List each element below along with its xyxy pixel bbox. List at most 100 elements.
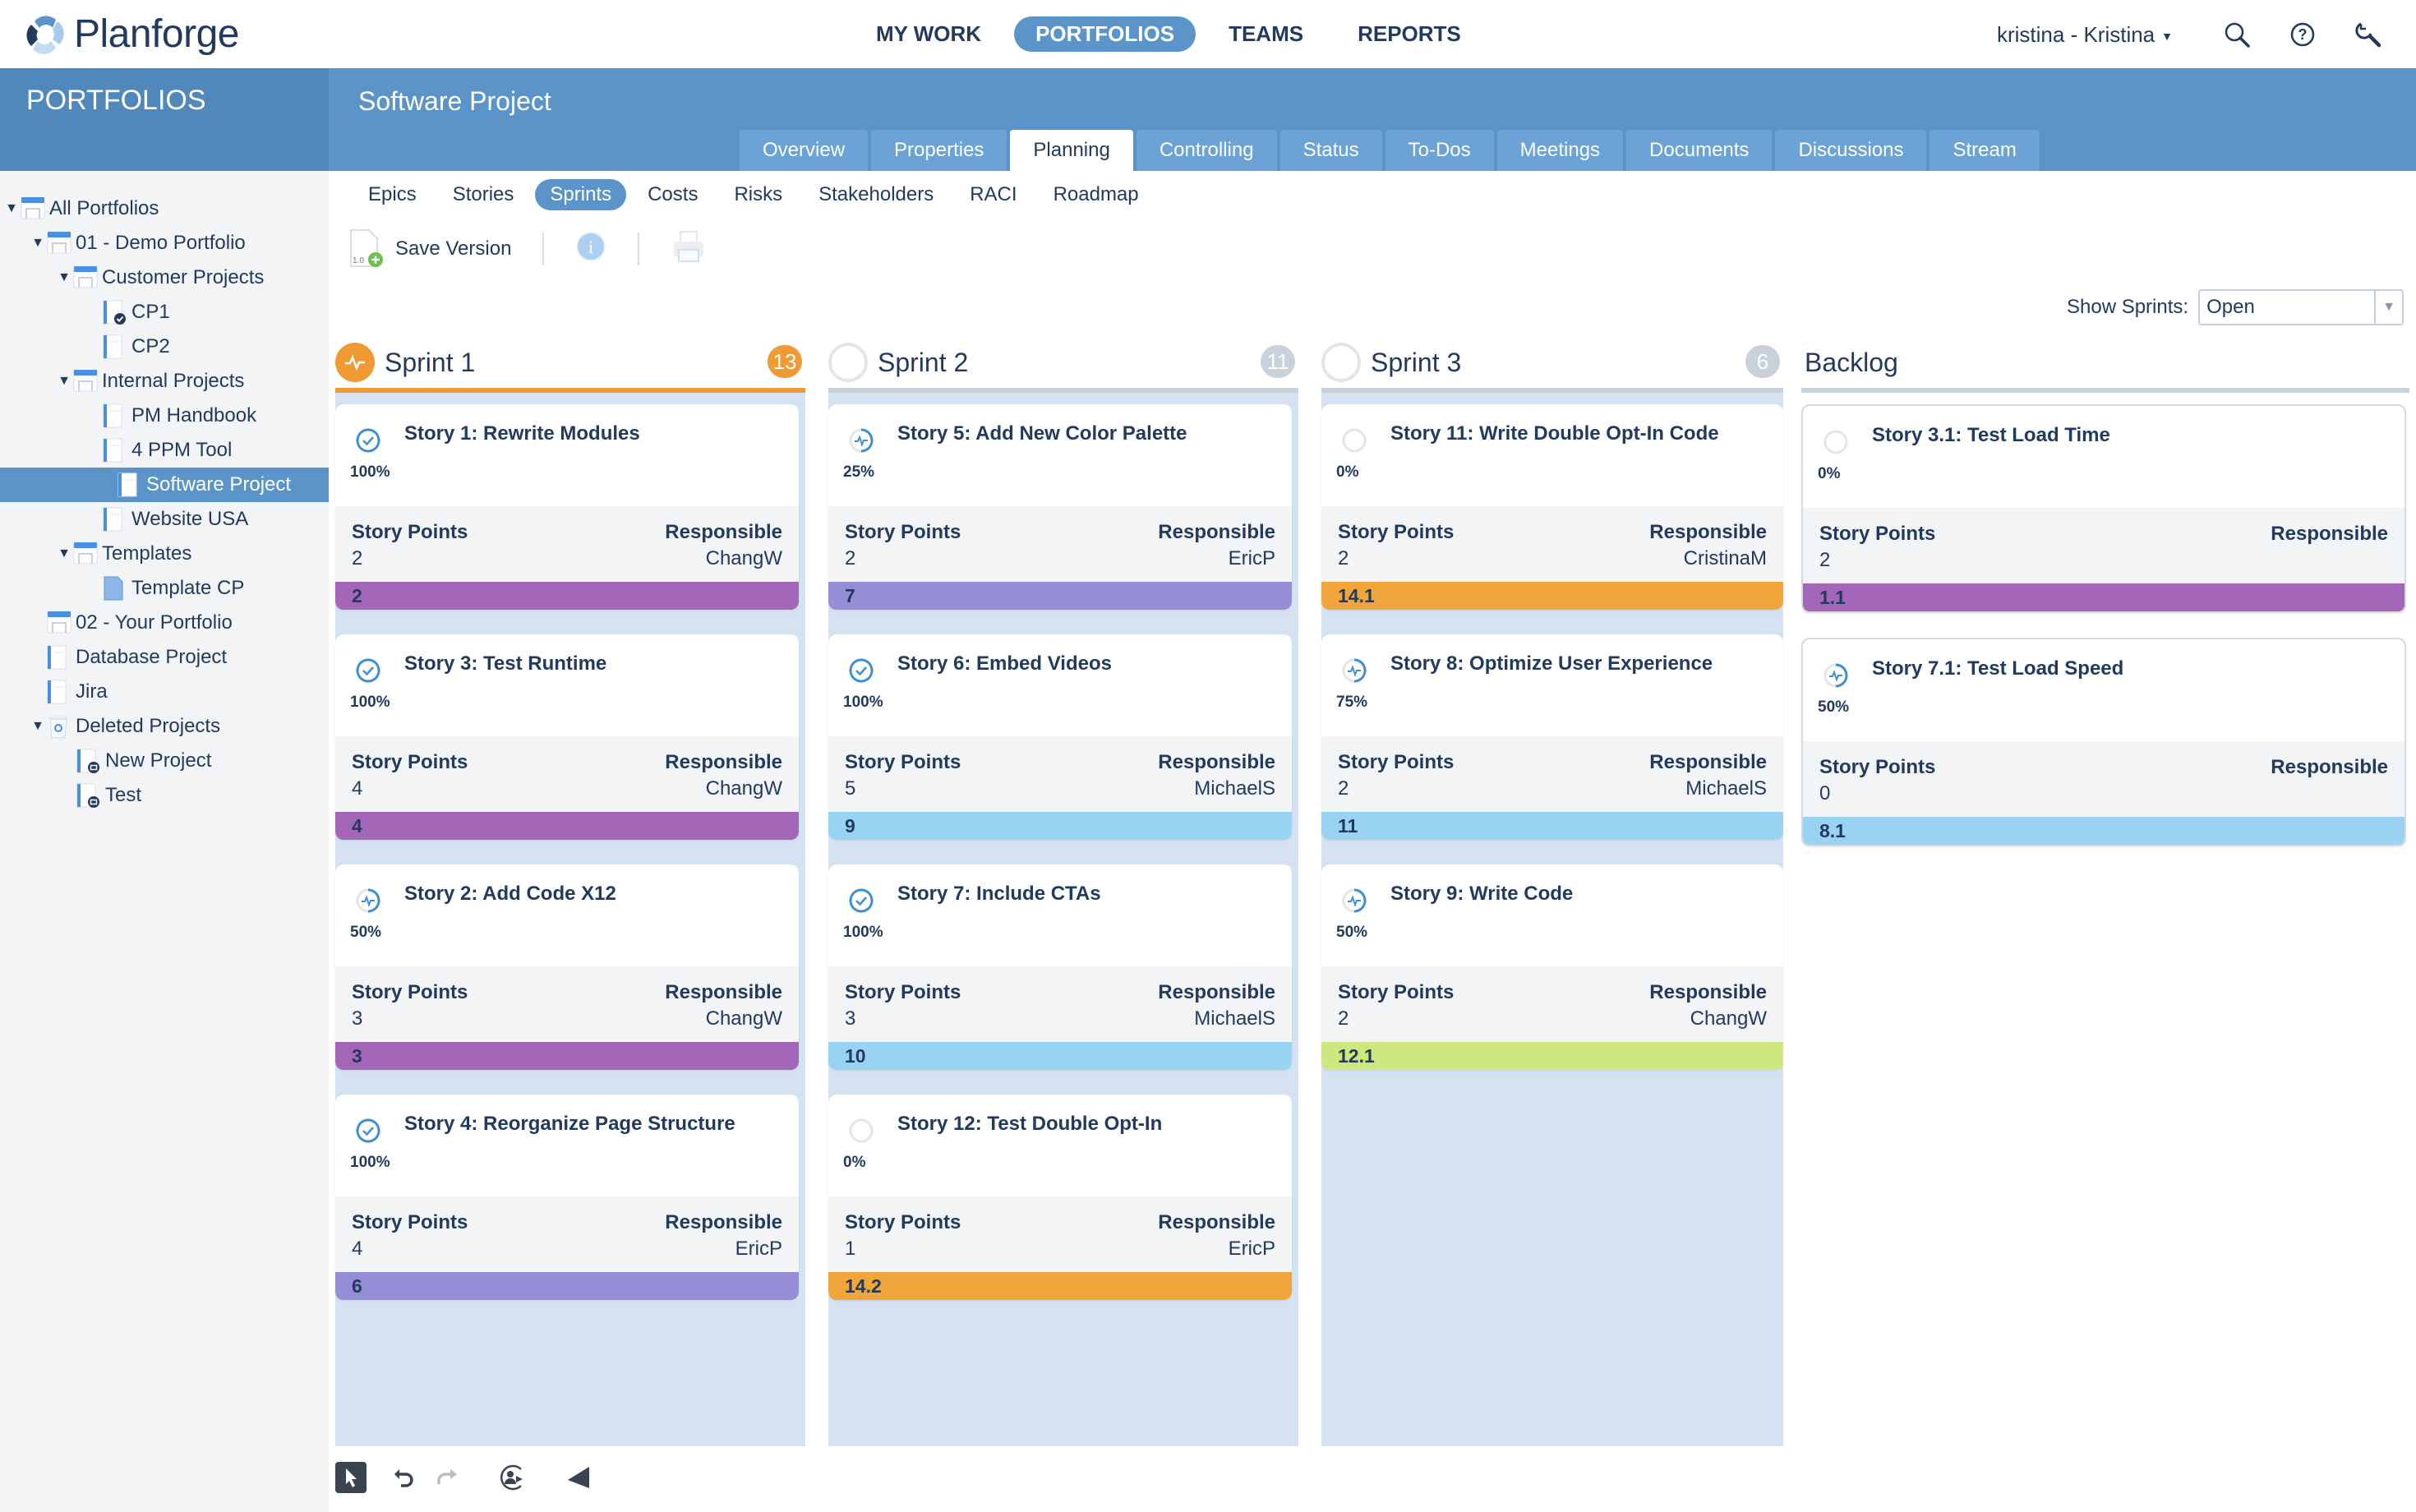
expand-arrow-icon[interactable]: ▼	[31, 236, 44, 250]
story-title[interactable]: Story 7: Include CTAs	[897, 883, 1101, 905]
chevron-down-icon[interactable]: ▼	[2374, 291, 2402, 324]
sprint-dropzone[interactable]: Story 3.1: Test Load Time 0% Story Points 2…	[1801, 393, 2409, 846]
tree-item[interactable]: Software Project	[0, 468, 329, 502]
story-points-label: Story Points	[845, 521, 961, 543]
sprint-dropzone[interactable]: Story 11: Write Double Opt-In Code 0% Stor…	[1321, 393, 1783, 1446]
story-title[interactable]: Story 5: Add New Color Palette	[897, 422, 1187, 445]
subtab-risks[interactable]: Risks	[734, 183, 783, 205]
tree-item[interactable]: CP1	[82, 295, 170, 330]
story-card[interactable]: Story 9: Write Code 50% Story Points 2 Respo…	[1321, 864, 1783, 1070]
tab-properties[interactable]: Properties	[871, 130, 1007, 171]
story-card[interactable]: Story 12: Test Double Opt-In 0% Story Poin…	[828, 1095, 1292, 1300]
expand-arrow-icon[interactable]: ▼	[31, 719, 44, 733]
save-version-button[interactable]: 1.0 Save Version	[349, 228, 511, 270]
story-card[interactable]: Story 8: Optimize User Experience 75% Stor…	[1321, 634, 1783, 840]
help-icon[interactable]: ?	[2285, 16, 2321, 53]
project-icon	[46, 679, 72, 705]
story-card[interactable]: Story 3: Test Runtime 100% Story Points 4 Re…	[335, 634, 799, 840]
tree-item[interactable]: Jira	[30, 675, 108, 709]
story-card[interactable]: Story 1: Rewrite Modules 100% Story Points…	[335, 404, 799, 610]
story-title[interactable]: Story 6: Embed Videos	[897, 652, 1112, 675]
undo-icon[interactable]	[388, 1461, 421, 1494]
nav-portfolios[interactable]: PORTFOLIOS	[1014, 16, 1196, 52]
tree-item[interactable]: 4 PPM Tool	[82, 433, 232, 468]
story-title[interactable]: Story 3: Test Runtime	[404, 652, 607, 675]
story-card[interactable]: Story 3.1: Test Load Time 0% Story Points 2…	[1801, 404, 2406, 613]
tree-item[interactable]: Template CP	[82, 571, 244, 606]
tree-item[interactable]: 02 - Your Portfolio	[30, 606, 233, 640]
tab-status[interactable]: Status	[1279, 130, 1382, 171]
story-title[interactable]: Story 7.1: Test Load Speed	[1872, 657, 2124, 680]
sprint-dropzone[interactable]: Story 5: Add New Color Palette 25% Story P…	[828, 393, 1298, 1446]
expand-arrow-icon[interactable]: ▼	[5, 201, 18, 215]
select-pointer-icon[interactable]	[335, 1462, 367, 1493]
story-points-label: Story Points	[352, 521, 468, 543]
redo-icon[interactable]	[431, 1461, 463, 1494]
sprint-header[interactable]: Sprint 1 13	[335, 337, 805, 388]
tab-overview[interactable]: Overview	[740, 130, 869, 171]
story-card[interactable]: Story 7: Include CTAs 100% Story Points 3 Re…	[828, 864, 1292, 1070]
tree-item[interactable]: ▼ Templates	[56, 537, 191, 571]
story-title[interactable]: Story 1: Rewrite Modules	[404, 422, 640, 445]
subtab-raci[interactable]: RACI	[970, 183, 1017, 205]
tab-discussions[interactable]: Discussions	[1775, 130, 1927, 171]
story-card[interactable]: Story 2: Add Code X12 50% Story Points 3 Res…	[335, 864, 799, 1070]
tab-planning[interactable]: Planning	[1010, 130, 1133, 171]
send-icon[interactable]	[562, 1461, 595, 1494]
info-button[interactable]: i	[575, 231, 606, 268]
nav-teams[interactable]: TEAMS	[1229, 21, 1304, 46]
tab-meetings[interactable]: Meetings	[1496, 130, 1624, 171]
nav-reports[interactable]: REPORTS	[1358, 21, 1461, 46]
tab-stream[interactable]: Stream	[1930, 130, 2040, 171]
sprint-dropzone[interactable]: Story 1: Rewrite Modules 100% Story Points…	[335, 393, 805, 1446]
tree-item[interactable]: Database Project	[30, 640, 227, 675]
tree-item[interactable]: Website USA	[82, 502, 248, 537]
tree-item-label: Jira	[76, 680, 108, 703]
subtab-costs[interactable]: Costs	[648, 183, 699, 205]
tree-item[interactable]: New Project	[56, 744, 211, 778]
sprint-header[interactable]: Backlog	[1801, 337, 2409, 388]
logo[interactable]: Planforge	[23, 12, 239, 57]
story-card[interactable]: Story 4: Reorganize Page Structure 100% St…	[335, 1095, 799, 1300]
subtab-stories[interactable]: Stories	[452, 183, 514, 205]
story-title[interactable]: Story 3.1: Test Load Time	[1872, 424, 2110, 446]
subtab-stakeholders[interactable]: Stakeholders	[818, 183, 934, 205]
story-title[interactable]: Story 12: Test Double Opt-In	[897, 1113, 1163, 1135]
search-icon[interactable]	[2219, 16, 2255, 53]
subtab-epics[interactable]: Epics	[368, 183, 417, 205]
subtab-sprints[interactable]: Sprints	[535, 179, 627, 210]
story-title[interactable]: Story 8: Optimize User Experience	[1390, 652, 1713, 675]
tree-item[interactable]: ▼ All Portfolios	[3, 191, 159, 226]
tree-item[interactable]: ▼ Customer Projects	[56, 260, 264, 295]
sprint-header[interactable]: Sprint 3 6	[1321, 337, 1783, 388]
story-title[interactable]: Story 11: Write Double Opt-In Code	[1390, 422, 1719, 445]
admin-wrench-icon[interactable]	[2350, 16, 2386, 53]
nav-my-work[interactable]: MY WORK	[876, 21, 982, 46]
story-card[interactable]: Story 5: Add New Color Palette 25% Story P…	[828, 404, 1292, 610]
subtab-roadmap[interactable]: Roadmap	[1053, 183, 1139, 205]
tree-item[interactable]: ▼ 01 - Demo Portfolio	[30, 226, 246, 260]
tab-documents[interactable]: Documents	[1626, 130, 1773, 171]
tree-item[interactable]: ▼ Internal Projects	[56, 364, 244, 399]
tab-controlling[interactable]: Controlling	[1136, 130, 1277, 171]
print-button[interactable]	[671, 228, 707, 270]
story-title[interactable]: Story 2: Add Code X12	[404, 883, 616, 905]
story-title[interactable]: Story 9: Write Code	[1390, 883, 1574, 905]
expand-arrow-icon[interactable]: ▼	[58, 374, 71, 388]
tree-item[interactable]: ▼ Deleted Projects	[30, 709, 220, 744]
tree-item[interactable]: CP2	[82, 330, 170, 364]
story-card[interactable]: Story 7.1: Test Load Speed 50% Story Point…	[1801, 638, 2406, 846]
assign-user-icon[interactable]	[496, 1461, 529, 1494]
story-card[interactable]: Story 6: Embed Videos 100% Story Points 5 Re…	[828, 634, 1292, 840]
epic-number: 9	[845, 814, 855, 837]
story-title[interactable]: Story 4: Reorganize Page Structure	[404, 1113, 735, 1135]
expand-arrow-icon[interactable]: ▼	[58, 546, 71, 560]
tree-item[interactable]: PM Handbook	[82, 399, 256, 433]
show-sprints-select[interactable]: Open ▼	[2198, 289, 2404, 325]
story-card[interactable]: Story 11: Write Double Opt-In Code 0% Stor…	[1321, 404, 1783, 610]
tab-todos[interactable]: To-Dos	[1385, 130, 1494, 171]
sprint-header[interactable]: Sprint 2 11	[828, 337, 1298, 388]
tree-item[interactable]: Test	[56, 778, 141, 813]
user-menu[interactable]: kristina - Kristina ▼	[1997, 22, 2173, 48]
expand-arrow-icon[interactable]: ▼	[58, 270, 71, 284]
